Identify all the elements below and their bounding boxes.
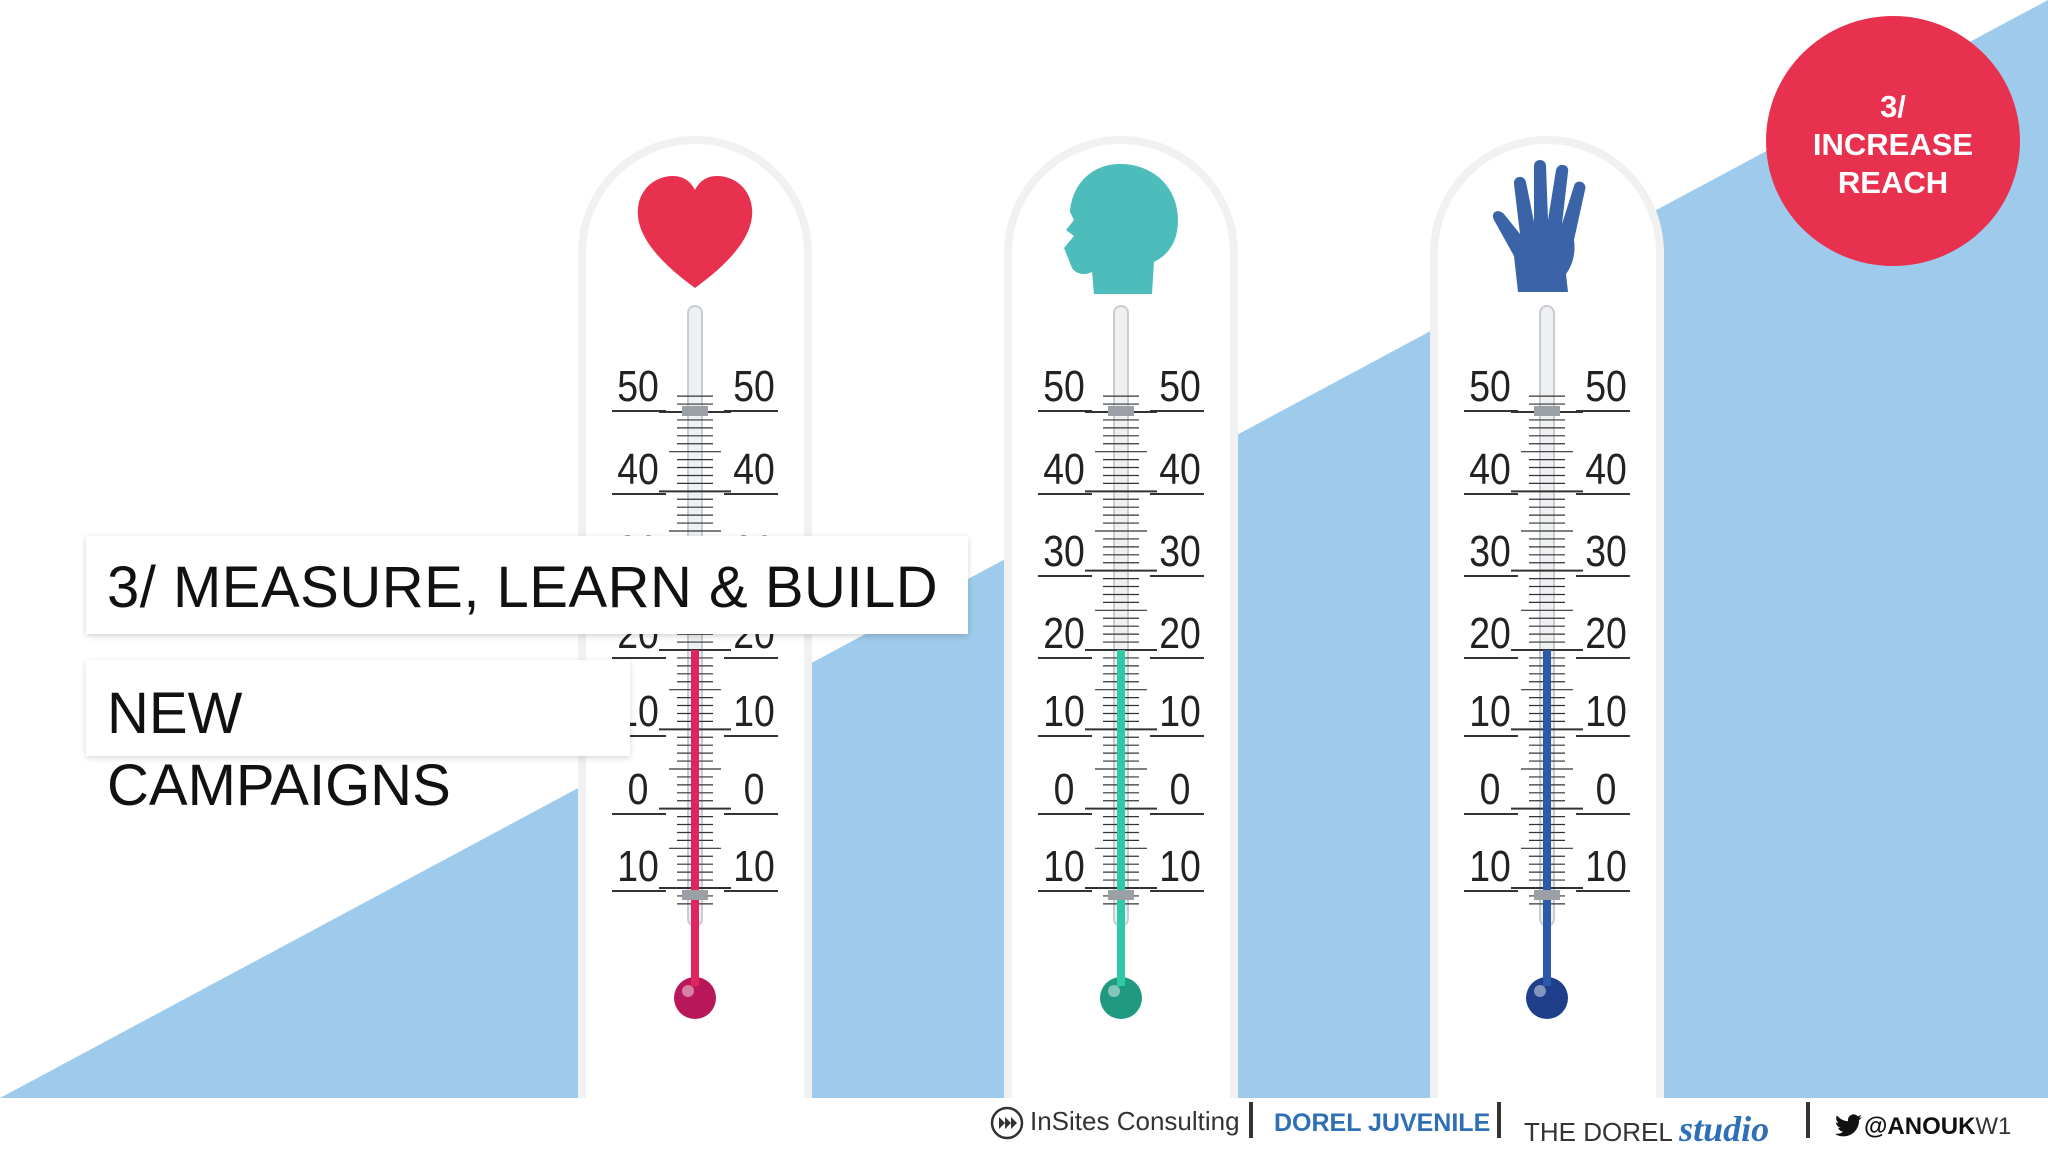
footer-divider [1497, 1102, 1501, 1138]
slide-subtitle: NEW CAMPAIGNS [107, 681, 451, 818]
thermometer-bulb [1100, 977, 1142, 1019]
scale-label-left: 10 [1043, 686, 1085, 736]
scale-label-right: 40 [733, 444, 775, 494]
thermometer-head: 50 50 40 40 30 30 20 20 10 10 0 0 10 10 [1004, 136, 1238, 1100]
scale-label-left: 10 [1043, 841, 1085, 891]
scale-label-left: 20 [1043, 608, 1085, 658]
bulb-highlight [682, 985, 694, 997]
scale-label-left: 50 [1469, 361, 1511, 411]
insites-label: InSites Consulting [1030, 1106, 1240, 1136]
scale-label-right: 10 [1585, 686, 1627, 736]
scale-label-right: 10 [733, 841, 775, 891]
heart-icon [637, 176, 753, 288]
insites-icon [990, 1106, 1024, 1140]
handle-light: W1 [1975, 1113, 2012, 1140]
badge-line-2: INCREASE [1812, 127, 1974, 162]
dorel-studio-logo: THE DOREL studio [1524, 1108, 1769, 1150]
title-box: 3/ MEASURE, LEARN & BUILD [86, 536, 968, 634]
scale-label-right: 10 [733, 686, 775, 736]
clamp-top [682, 406, 708, 416]
scale-label-left: 40 [617, 444, 659, 494]
clamp-top [1534, 406, 1560, 416]
scale-label-right: 30 [1159, 526, 1201, 576]
fluid-neck [691, 916, 699, 986]
scale-label-right: 50 [1159, 361, 1201, 411]
clamp-top [1108, 406, 1134, 416]
scale-label-left: 10 [617, 841, 659, 891]
badge-line-3: REACH [1837, 165, 1949, 200]
scale-ticks [1511, 395, 1583, 905]
studio-label: studio [1679, 1109, 1770, 1149]
scale-label-left: 50 [617, 361, 659, 411]
fluid-column [1117, 650, 1125, 926]
scale-label-right: 40 [1159, 444, 1201, 494]
section-badge: 3/ INCREASE REACH [1766, 16, 2020, 266]
thermometer-body: 50 50 40 40 30 30 20 20 10 10 0 0 10 10 [1004, 136, 1238, 1100]
fluid-neck [1543, 916, 1551, 986]
thermometer-bulb [674, 977, 716, 1019]
scale-label-left: 10 [1469, 686, 1511, 736]
slide-title: 3/ MEASURE, LEARN & BUILD [107, 555, 939, 620]
scale-label-right: 20 [1159, 608, 1201, 658]
clamp-bottom [1534, 890, 1560, 900]
footer-divider [1806, 1102, 1810, 1138]
fluid-column [1543, 650, 1551, 926]
clamp-bottom [682, 890, 708, 900]
scale-label-right: 50 [1585, 361, 1627, 411]
scale-label-right: 0 [1596, 764, 1617, 814]
insites-logo: InSites Consulting [990, 1106, 1240, 1140]
scale-label-right: 0 [1170, 764, 1191, 814]
dorel-juvenile-logo: DOREL JUVENILE [1274, 1109, 1491, 1137]
hand-icon [1492, 160, 1586, 292]
scale-label-right: 30 [1585, 526, 1627, 576]
footer-bar: InSites Consulting DOREL JUVENILE THE DO… [0, 1098, 2048, 1152]
scale-label-right: 10 [1159, 841, 1201, 891]
scale-label-left: 40 [1043, 444, 1085, 494]
thermometer-body: 50 50 40 40 30 30 20 20 10 10 0 0 10 10 [1430, 136, 1664, 1100]
bulb-highlight [1108, 985, 1120, 997]
footer-divider [1249, 1102, 1253, 1138]
scale-label-right: 0 [744, 764, 765, 814]
thermometer-hand: 50 50 40 40 30 30 20 20 10 10 0 0 10 10 [1430, 136, 1664, 1100]
twitter-bird-icon [1835, 1114, 1862, 1137]
twitter-handle: @ANOUKW1 [1834, 1110, 2011, 1141]
head-icon [1064, 164, 1178, 294]
fluid-neck [1117, 916, 1125, 986]
thermometer-bulb [1526, 977, 1568, 1019]
bulb-highlight [1534, 985, 1546, 997]
scale-label-right: 50 [733, 361, 775, 411]
the-dorel-label: THE DOREL [1524, 1117, 1672, 1147]
scale-label-left: 30 [1043, 526, 1085, 576]
scale-label-left: 0 [628, 764, 649, 814]
scale-label-right: 40 [1585, 444, 1627, 494]
subtitle-box [86, 660, 630, 756]
scale-label-right: 20 [1585, 608, 1627, 658]
fluid-column [691, 650, 699, 926]
scale-label-left: 0 [1054, 764, 1075, 814]
scale-label-right: 10 [1585, 841, 1627, 891]
handle-bold: @ANOUK [1864, 1113, 1976, 1140]
scale-label-right: 10 [1159, 686, 1201, 736]
scale-label-left: 20 [1469, 608, 1511, 658]
scale-label-left: 0 [1480, 764, 1501, 814]
scale-label-left: 50 [1043, 361, 1085, 411]
scale-label-left: 10 [1469, 841, 1511, 891]
clamp-bottom [1108, 890, 1134, 900]
scale-label-left: 40 [1469, 444, 1511, 494]
badge-line-1: 3/ [1880, 89, 1906, 124]
scale-label-left: 30 [1469, 526, 1511, 576]
